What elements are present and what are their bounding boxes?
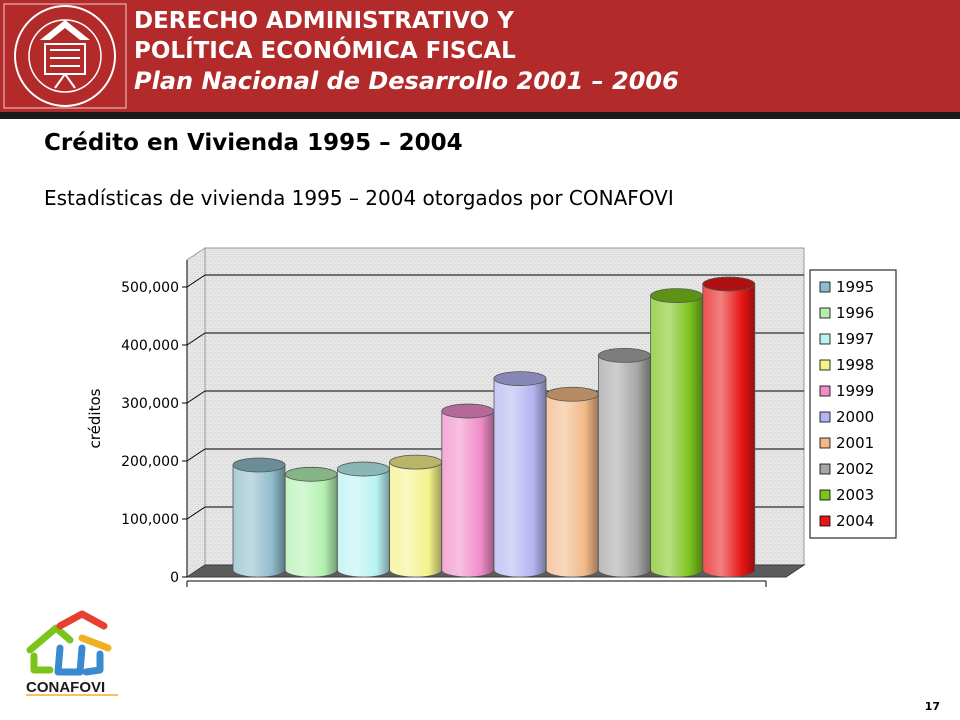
- slide-subtitle: Estadísticas de vivienda 1995 – 2004 oto…: [44, 186, 674, 210]
- logo-text: CONAFOVI: [26, 679, 105, 696]
- legend: 1995 1996 1997 1998 1999 2000 2001 2002 2003 2004: [809, 269, 897, 539]
- bar-body: [702, 283, 756, 578]
- header-divider: [0, 112, 960, 119]
- bar-body: [545, 393, 599, 578]
- legend-swatch-2000: [819, 411, 831, 423]
- bar-body: [650, 295, 703, 578]
- bar-1995: [232, 457, 286, 578]
- seal-emblem-icon: [3, 3, 127, 109]
- bar-body: [284, 473, 338, 578]
- chart-side-wall: [186, 247, 206, 578]
- header-title-line-2: POLÍTICA ECONÓMICA FISCAL: [134, 38, 516, 64]
- legend-label-1996: 1996: [836, 304, 874, 322]
- legend-label-1995: 1995: [836, 278, 874, 296]
- legend-label-2003: 2003: [836, 486, 874, 504]
- legend-swatch-1997: [819, 333, 831, 345]
- y-tick-label: 300,000: [121, 396, 179, 412]
- y-axis-label: créditos: [86, 388, 104, 448]
- page-number: 17: [924, 700, 940, 713]
- bar-1998: [389, 454, 443, 578]
- slide-title: Crédito en Vivienda 1995 – 2004: [44, 130, 463, 156]
- bar-chart: 0 100,000 200,000 300,000 400,000 500,000 créd…: [86, 247, 897, 587]
- legend-label-2000: 2000: [836, 408, 874, 426]
- gridline-side: [186, 448, 206, 462]
- bar-1997: [336, 461, 390, 578]
- bar-body: [441, 410, 495, 578]
- header-title-line-1: DERECHO ADMINISTRATIVO Y: [134, 8, 514, 34]
- bar-2000: [493, 371, 547, 578]
- legend-swatch-2001: [819, 437, 831, 449]
- bar-2003: [650, 288, 703, 578]
- legend-swatch-1999: [819, 385, 831, 397]
- bar-body: [337, 468, 390, 578]
- header-subtitle: Plan Nacional de Desarrollo 2001 – 2006: [134, 67, 679, 95]
- y-tick-label: 500,000: [121, 280, 179, 296]
- legend-label-1999: 1999: [836, 382, 874, 400]
- legend-label-2001: 2001: [836, 434, 874, 452]
- bar-top: [650, 288, 703, 304]
- bar-top: [598, 348, 651, 363]
- bar-top: [441, 403, 495, 419]
- bar-top: [232, 457, 286, 473]
- gridline-side: [186, 332, 206, 346]
- y-tick-label: 400,000: [121, 338, 179, 354]
- bar-body: [598, 355, 651, 578]
- bar-top: [545, 386, 599, 402]
- conafovi-logo: CONAFOVI: [26, 610, 118, 696]
- bar-1999: [441, 403, 495, 578]
- bar-top: [493, 371, 547, 387]
- legend-swatch-1998: [819, 359, 831, 371]
- legend-label-2002: 2002: [836, 460, 874, 478]
- legend-swatch-1995: [819, 281, 831, 293]
- gridline-side: [186, 506, 206, 520]
- legend-swatch-2002: [819, 463, 831, 475]
- bar-top: [702, 276, 756, 292]
- bar-2001: [545, 386, 599, 578]
- bar-top: [389, 454, 443, 470]
- y-tick-label: 200,000: [121, 454, 179, 470]
- bar-2004: [702, 276, 756, 578]
- bar-2002: [598, 348, 651, 578]
- gridline-side: [186, 274, 206, 288]
- y-tick-label: 0: [170, 570, 179, 586]
- legend-swatch-2003: [819, 489, 831, 501]
- gridline-side: [186, 390, 206, 404]
- header-band: DERECHO ADMINISTRATIVO Y POLÍTICA ECONÓM…: [0, 0, 960, 112]
- legend-swatch-1996: [819, 307, 831, 319]
- bar-top: [284, 466, 338, 482]
- bar-top: [336, 461, 390, 477]
- legend-swatch-2004: [819, 515, 831, 527]
- y-tick-label: 100,000: [121, 512, 179, 528]
- bar-body: [232, 464, 286, 578]
- bar-body: [389, 461, 442, 578]
- legend-label-2004: 2004: [836, 512, 874, 530]
- legend-label-1998: 1998: [836, 356, 874, 374]
- legend-label-1997: 1997: [836, 330, 874, 348]
- bar-1996: [284, 466, 338, 578]
- bar-body: [493, 378, 547, 578]
